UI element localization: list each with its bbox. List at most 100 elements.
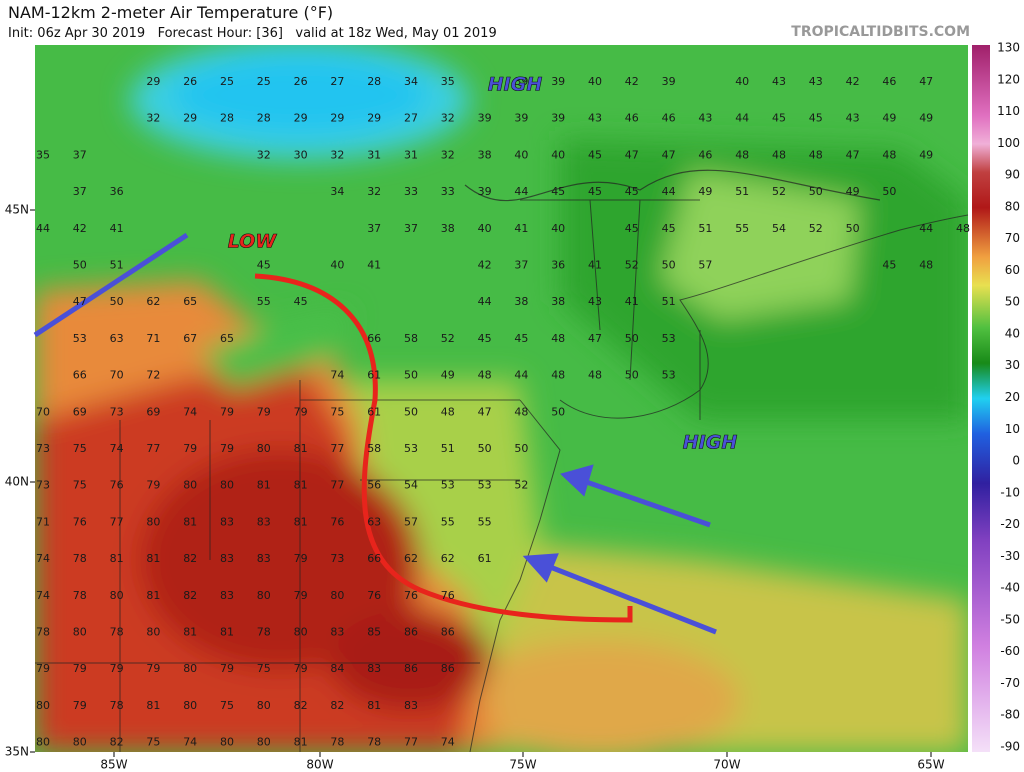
station-value: 77 xyxy=(330,479,344,492)
station-value: 43 xyxy=(588,112,602,125)
station-value: 51 xyxy=(441,442,455,455)
station-value: 80 xyxy=(110,589,124,602)
station-value: 73 xyxy=(36,479,50,492)
station-value: 55 xyxy=(441,515,455,528)
station-value: 33 xyxy=(441,185,455,198)
colorbar-label: -60 xyxy=(1000,644,1020,658)
colorbar-label: 60 xyxy=(1005,263,1020,277)
station-value: 40 xyxy=(735,75,749,88)
station-value: 57 xyxy=(404,515,418,528)
station-value: 56 xyxy=(367,479,381,492)
station-value: 72 xyxy=(146,369,160,382)
station-value: 80 xyxy=(36,736,50,749)
station-value: 62 xyxy=(146,295,160,308)
station-value: 41 xyxy=(110,222,124,235)
station-value: 48 xyxy=(882,148,896,161)
station-value: 52 xyxy=(514,479,528,492)
station-value: 82 xyxy=(294,699,308,712)
station-value: 80 xyxy=(73,736,87,749)
station-value: 71 xyxy=(146,332,160,345)
station-value: 37 xyxy=(73,148,87,161)
station-value: 44 xyxy=(735,112,749,125)
lat-label: 35N xyxy=(5,745,29,759)
station-value: 66 xyxy=(367,332,381,345)
station-value: 76 xyxy=(441,589,455,602)
station-value: 48 xyxy=(588,369,602,382)
station-value: 61 xyxy=(367,369,381,382)
station-value: 77 xyxy=(110,515,124,528)
station-value: 39 xyxy=(514,75,528,88)
station-value: 44 xyxy=(36,222,50,235)
station-value: 76 xyxy=(73,515,87,528)
lat-label: 45N xyxy=(5,203,29,217)
temperature-field xyxy=(35,45,968,752)
station-value: 83 xyxy=(404,699,418,712)
station-value: 29 xyxy=(367,112,381,125)
station-value: 75 xyxy=(330,405,344,418)
station-value: 54 xyxy=(404,479,418,492)
station-value: 51 xyxy=(735,185,749,198)
station-value: 39 xyxy=(551,75,565,88)
station-value: 81 xyxy=(183,515,197,528)
station-value: 53 xyxy=(73,332,87,345)
station-value: 77 xyxy=(404,736,418,749)
station-value: 79 xyxy=(183,442,197,455)
station-value: 79 xyxy=(36,662,50,675)
station-value: 75 xyxy=(146,736,160,749)
station-value: 74 xyxy=(183,405,197,418)
station-value: 38 xyxy=(478,148,492,161)
station-value: 41 xyxy=(514,222,528,235)
station-value: 51 xyxy=(698,222,712,235)
station-value: 69 xyxy=(146,405,160,418)
station-value: 48 xyxy=(772,148,786,161)
station-value: 48 xyxy=(809,148,823,161)
station-value: 77 xyxy=(146,442,160,455)
station-value: 50 xyxy=(662,259,676,272)
station-value: 39 xyxy=(514,112,528,125)
station-value: 79 xyxy=(220,662,234,675)
colorbar-label: -20 xyxy=(1000,517,1020,531)
station-value: 28 xyxy=(367,75,381,88)
station-value: 42 xyxy=(73,222,87,235)
colorbar-label: -40 xyxy=(1000,581,1020,595)
lon-label: 70W xyxy=(713,758,740,772)
station-value: 52 xyxy=(809,222,823,235)
station-value: 27 xyxy=(330,75,344,88)
station-value: 28 xyxy=(257,112,271,125)
station-value: 51 xyxy=(662,295,676,308)
station-value: 78 xyxy=(110,626,124,639)
station-value: 76 xyxy=(367,589,381,602)
station-value: 82 xyxy=(330,699,344,712)
colorbar-label: -30 xyxy=(1000,549,1020,563)
station-value: 74 xyxy=(36,552,50,565)
borders xyxy=(35,169,968,752)
station-value: 47 xyxy=(588,332,602,345)
colorbar-label: 70 xyxy=(1005,231,1020,245)
station-value: 44 xyxy=(919,222,933,235)
station-value: 80 xyxy=(330,589,344,602)
station-value: 36 xyxy=(551,259,565,272)
station-value: 32 xyxy=(367,185,381,198)
station-value: 84 xyxy=(330,662,344,675)
station-value: 45 xyxy=(662,222,676,235)
station-value: 80 xyxy=(257,589,271,602)
station-value: 47 xyxy=(478,405,492,418)
station-value: 79 xyxy=(73,699,87,712)
station-value: 81 xyxy=(294,479,308,492)
station-value: 55 xyxy=(478,515,492,528)
station-value: 79 xyxy=(73,662,87,675)
colorbar-label: -90 xyxy=(1000,740,1020,754)
station-value: 82 xyxy=(183,552,197,565)
station-value: 70 xyxy=(36,405,50,418)
station-value: 46 xyxy=(698,148,712,161)
station-value: 43 xyxy=(588,295,602,308)
station-value: 50 xyxy=(110,295,124,308)
station-value: 80 xyxy=(146,626,160,639)
station-value: 43 xyxy=(698,112,712,125)
station-value: 61 xyxy=(367,405,381,418)
station-value: 39 xyxy=(551,112,565,125)
station-value: 83 xyxy=(257,552,271,565)
station-value: 50 xyxy=(73,259,87,272)
station-value: 50 xyxy=(625,332,639,345)
station-value: 45 xyxy=(625,185,639,198)
